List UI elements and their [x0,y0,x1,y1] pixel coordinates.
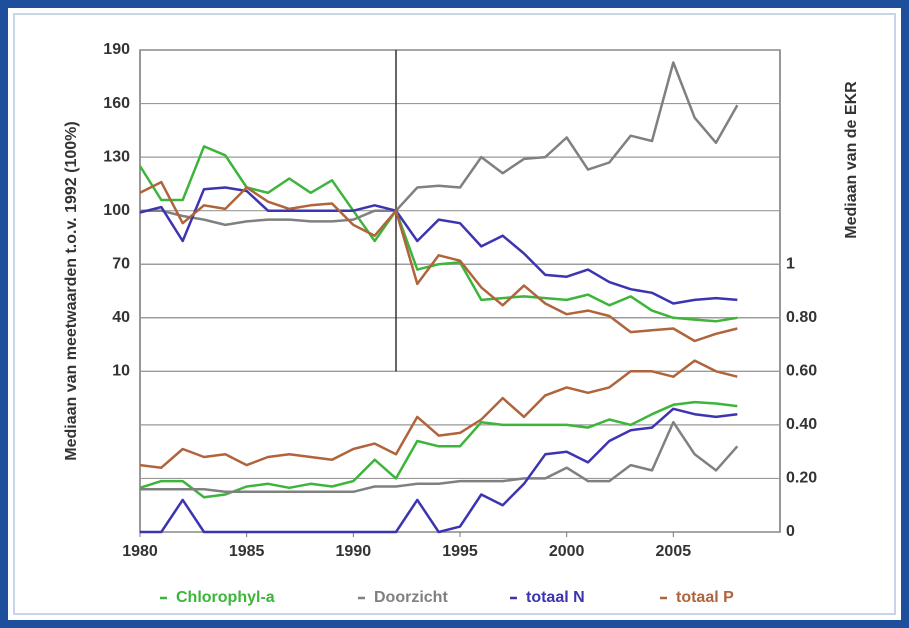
plot-area [139,49,781,533]
legend-label: totaal N [526,589,585,606]
y-axis-label: Mediaan van meetwaarden t.o.v. 1992 (100… [63,121,80,460]
legend-label: Doorzicht [374,589,448,606]
y-tick-label: 40 [112,309,130,326]
y2-tick-label: 0.40 [786,416,817,433]
series-line [138,145,738,323]
y2-tick-label: 0.60 [786,363,817,380]
series-line [139,180,738,343]
y2-tick-label: 0.20 [786,470,817,487]
x-tick-label: 1980 [122,543,158,560]
y-tick-label: 190 [103,41,130,58]
x-tick-label: 1985 [229,543,265,560]
y-tick-label: 10 [112,363,130,380]
y2-axis-label: Mediaan van de EKR [843,81,860,239]
y2-tick-label: 0.80 [786,309,817,326]
y-tick-label: 70 [112,255,130,272]
series-line [139,359,738,469]
inner-frame [13,13,896,615]
series-line [140,420,739,494]
x-tick-label: 1995 [442,543,478,560]
y-tick-label: 130 [103,148,130,165]
x-tick-label: 2000 [549,543,585,560]
y2-tick-label: 0 [786,523,795,540]
y-tick-label: 160 [103,95,130,112]
series-line [139,400,738,499]
x-tick-label: 1990 [336,543,372,560]
y-tick-label: 100 [103,202,130,219]
x-tick-label: 2005 [656,543,692,560]
legend-label: Chlorophyl-a [176,589,275,606]
series-line [140,407,738,534]
series-line [140,61,739,227]
y2-tick-label: 1 [786,255,795,272]
legend-label: totaal P [676,589,734,606]
series-line [139,186,738,305]
